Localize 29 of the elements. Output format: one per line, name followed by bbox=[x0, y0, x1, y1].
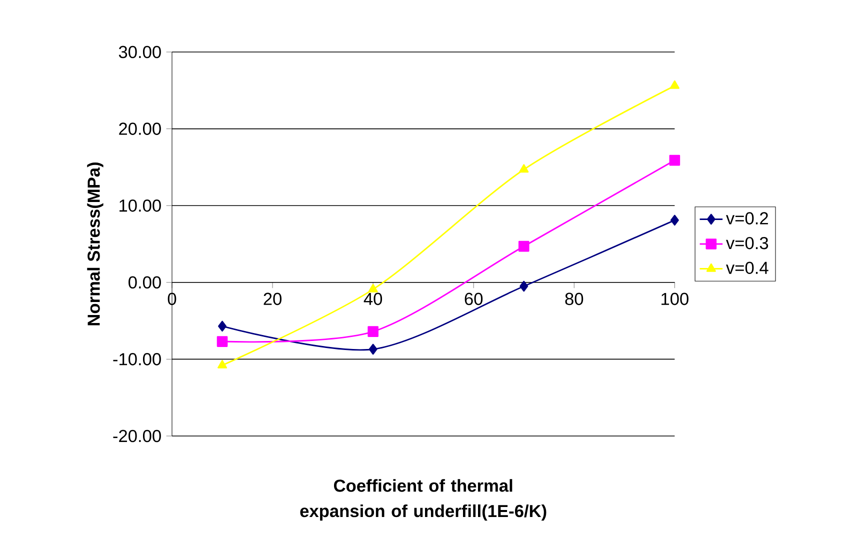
x-axis-title: Coefficient of thermal expansion of underfill(1E-6/K) bbox=[300, 479, 546, 521]
point bbox=[368, 344, 378, 355]
point bbox=[217, 360, 228, 368]
x-tick-label: 20 bbox=[264, 292, 282, 306]
point bbox=[216, 336, 228, 347]
point bbox=[670, 80, 680, 89]
point bbox=[518, 240, 530, 252]
y-tick-label: 30.00 bbox=[118, 46, 161, 58]
y-tick-label: 10.00 bbox=[120, 199, 161, 212]
x-tick-label: 40 bbox=[364, 292, 382, 306]
legend-label: v=0.2 bbox=[726, 212, 768, 224]
x-tick-label: 100 bbox=[662, 292, 688, 306]
point bbox=[669, 154, 680, 166]
x-tick-label: 60 bbox=[464, 292, 483, 306]
point bbox=[368, 326, 378, 337]
y-axis-title: Normal Stress(MPa) bbox=[87, 162, 104, 326]
point bbox=[670, 214, 679, 226]
legend-label: v=0.4 bbox=[726, 262, 768, 274]
point bbox=[218, 320, 226, 332]
y-tick-label: 0.00 bbox=[128, 276, 161, 289]
x-tick-label: 80 bbox=[565, 292, 584, 306]
point bbox=[520, 280, 528, 292]
point bbox=[519, 164, 529, 173]
legend-label: v=0.3 bbox=[726, 236, 768, 250]
x-tick-label: 0 bbox=[168, 292, 176, 306]
y-tick-label: 20.00 bbox=[119, 122, 161, 135]
y-tick-label: -20.00 bbox=[113, 430, 161, 442]
point bbox=[368, 284, 378, 292]
y-tick-label: -10.00 bbox=[113, 353, 161, 366]
